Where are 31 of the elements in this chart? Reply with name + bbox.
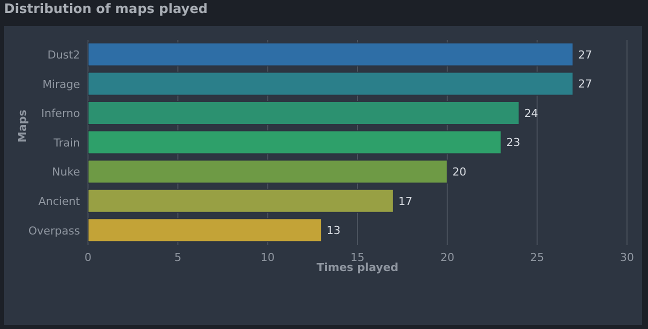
x-tick-label: 10	[260, 250, 275, 264]
y-tick-label: Dust2	[48, 48, 80, 62]
data-label: 24	[524, 106, 538, 120]
bar	[88, 42, 574, 66]
bar	[88, 218, 322, 242]
x-tick-label: 30	[620, 250, 634, 264]
y-tick-label: Train	[52, 136, 80, 150]
x-tick-label: 5	[174, 250, 182, 264]
bar	[88, 160, 448, 184]
y-tick-label: Inferno	[41, 107, 80, 120]
data-label: 23	[506, 136, 520, 150]
x-axis-title: Times played	[316, 261, 398, 274]
y-tick-label: Mirage	[42, 78, 80, 91]
x-tick-label: 20	[440, 250, 454, 264]
y-tick-label: Nuke	[52, 166, 80, 179]
y-tick-label: Overpass	[28, 224, 80, 238]
chart-title: Distribution of maps played	[4, 2, 208, 17]
x-tick-label: 25	[530, 250, 544, 264]
x-tick-label: 0	[84, 250, 92, 264]
data-label: 13	[326, 224, 341, 238]
data-label: 20	[452, 165, 466, 178]
bar	[88, 188, 394, 213]
data-label: 27	[578, 48, 592, 62]
bar	[88, 130, 502, 154]
data-label: 27	[578, 78, 592, 91]
y-axis-title: Maps	[16, 109, 29, 142]
bar	[88, 101, 520, 125]
x-tick-label: 15	[350, 250, 364, 264]
data-label: 17	[398, 194, 412, 208]
y-tick-label: Ancient	[38, 194, 81, 208]
bar	[88, 72, 574, 96]
